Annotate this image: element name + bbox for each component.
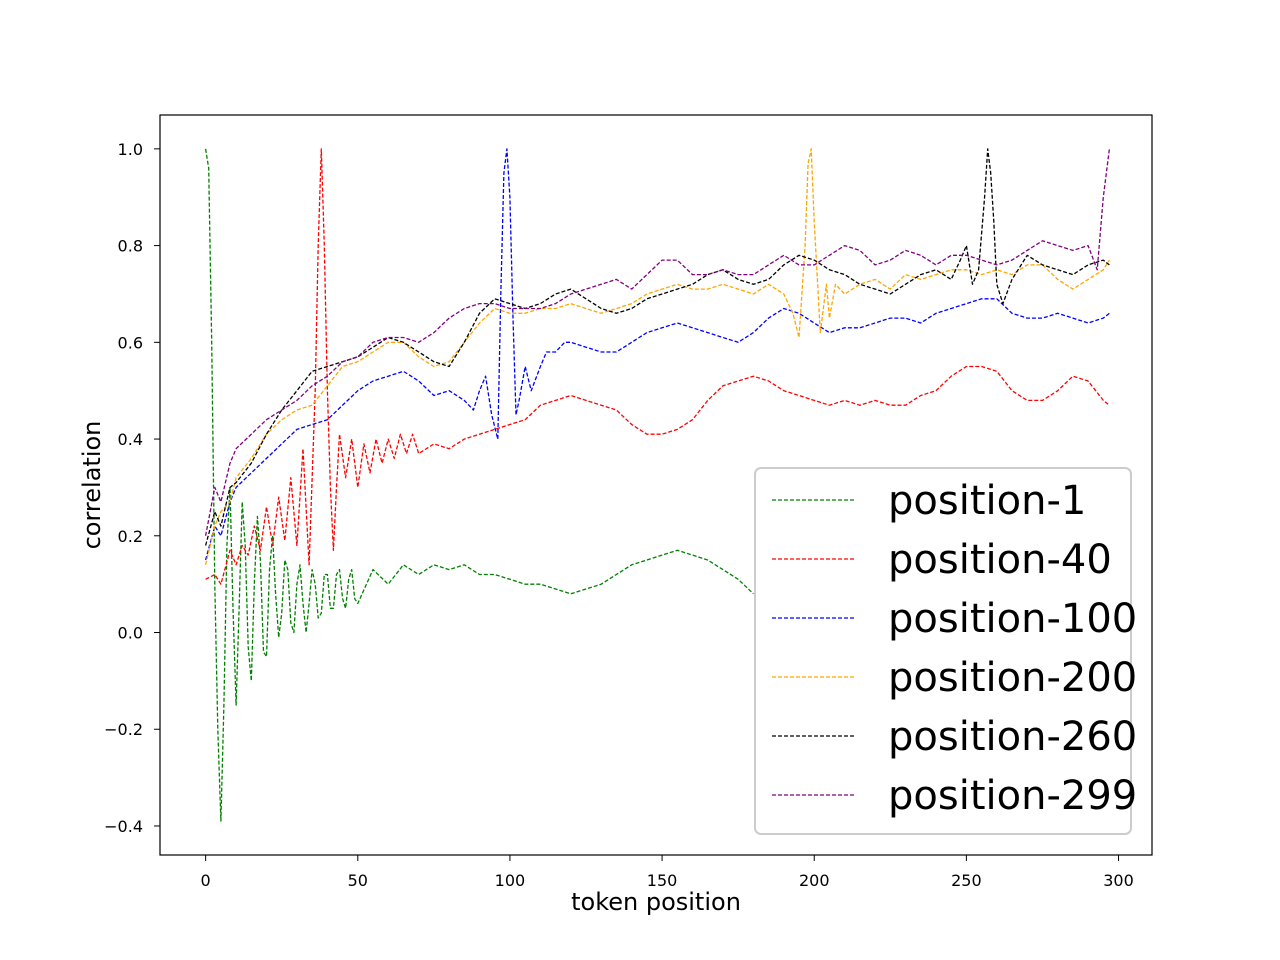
y-tick-label: −0.2 bbox=[104, 720, 143, 739]
series-line-position-200 bbox=[204, 148, 1110, 565]
legend-label: position-299 bbox=[888, 773, 1137, 819]
y-tick-label: 0.6 bbox=[118, 333, 143, 352]
x-tick-label: 300 bbox=[1103, 871, 1134, 890]
axes: 0 50 100 150 200 250 300 −0.4 −0.2 0.0 0.2 0.4 0.6 0.… bbox=[78, 114, 1153, 916]
y-tick-label: 0.2 bbox=[118, 527, 143, 546]
legend-label: position-1 bbox=[888, 478, 1086, 524]
x-tick-label: 150 bbox=[647, 871, 678, 890]
x-tick-label: 200 bbox=[799, 871, 830, 890]
x-axis-label: token position bbox=[571, 888, 741, 916]
legend-label: position-40 bbox=[888, 537, 1112, 583]
y-tick-label: 0.8 bbox=[118, 237, 143, 256]
y-tick-label: −0.4 bbox=[104, 817, 143, 836]
legend-label: position-260 bbox=[888, 714, 1137, 760]
plot-frame bbox=[159, 114, 1153, 856]
series-line-position-1 bbox=[204, 148, 754, 822]
series-line-position-40 bbox=[205, 148, 1110, 585]
series-line-position-100 bbox=[204, 148, 1110, 561]
x-tick-label: 100 bbox=[495, 871, 526, 890]
y-tick-label: 0.0 bbox=[118, 624, 143, 643]
y-tick-label: 0.4 bbox=[118, 430, 143, 449]
y-tick-label: 1.0 bbox=[118, 140, 143, 159]
series-line-position-299 bbox=[204, 148, 1111, 536]
legend-box bbox=[754, 467, 1132, 835]
x-tick-label: 0 bbox=[201, 871, 211, 890]
series-lines bbox=[204, 148, 1111, 822]
x-tick-label: 250 bbox=[951, 871, 982, 890]
legend: position-1 position-40 position-100 positio… bbox=[754, 467, 1137, 835]
legend-label: position-100 bbox=[888, 596, 1137, 642]
legend-label: position-200 bbox=[888, 655, 1137, 701]
y-axis-label: correlation bbox=[78, 421, 106, 550]
x-tick-label: 50 bbox=[348, 871, 368, 890]
